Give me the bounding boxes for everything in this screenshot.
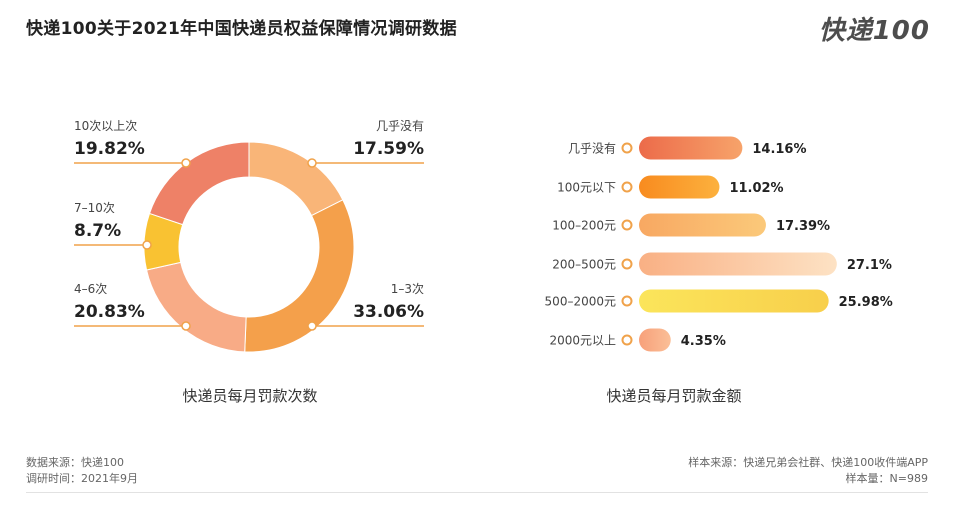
sample-source: 样本来源：快递兄弟会社群、快递100收件端APP <box>688 456 928 469</box>
bar-marker-3 <box>621 258 633 270</box>
survey-time: 调研时间：2021年9月 <box>26 472 138 485</box>
bar-value-label-3: 27.1% <box>847 258 892 273</box>
donut-slice-1 <box>244 199 355 353</box>
bar-category-label-5: 2000元以上 <box>549 334 616 348</box>
bar-category-label-4: 500–2000元 <box>545 295 616 309</box>
bar-value-label-1: 11.02% <box>729 181 783 196</box>
donut-value-3: 8.7% <box>74 221 121 241</box>
donut-label-1: 1–3次 <box>391 282 424 296</box>
footer-left: 数据来源：快递100 调研时间：2021年9月 <box>26 455 138 487</box>
bar-marker-4 <box>621 295 633 307</box>
data-source: 数据来源：快递100 <box>26 456 124 469</box>
donut-leader-dot-2 <box>181 321 191 331</box>
donut-label-2: 4–6次 <box>74 282 107 296</box>
page-title: 快递100关于2021年中国快递员权益保障情况调研数据 <box>26 19 457 39</box>
donut-value-0: 17.59% <box>353 139 424 159</box>
bar-3 <box>639 252 837 276</box>
donut-value-4: 19.82% <box>74 139 145 159</box>
donut-leader-dot-0 <box>307 158 317 168</box>
bar-2 <box>639 213 766 237</box>
donut-leader-dot-3 <box>142 240 152 250</box>
bar-value-label-2: 17.39% <box>776 219 830 234</box>
bar-chart-title: 快递员每月罚款金额 <box>606 387 742 405</box>
bar-category-label-3: 200–500元 <box>552 258 616 272</box>
footer-right: 样本来源：快递兄弟会社群、快递100收件端APP 样本量：N=989 <box>688 455 928 487</box>
bar-value-label-4: 25.98% <box>839 295 893 310</box>
donut-chart-title: 快递员每月罚款次数 <box>182 387 318 405</box>
sample-size: 样本量：N=989 <box>845 472 928 485</box>
bar-marker-5 <box>621 334 633 346</box>
bar-marker-0 <box>621 142 633 154</box>
bar-5 <box>639 328 671 352</box>
bar-1 <box>639 175 720 199</box>
donut-label-4: 10次以上次 <box>74 119 137 133</box>
bar-category-label-2: 100–200元 <box>552 219 616 233</box>
donut-chart: 几乎没有 17.59% 1–3次 33.06% 4–6次 20.83% 7–10次 8.7% 1… <box>74 118 424 353</box>
donut-label-0: 几乎没有 <box>376 118 424 133</box>
donut-value-1: 33.06% <box>353 302 424 322</box>
donut-value-2: 20.83% <box>74 302 145 322</box>
donut-leader-dot-4 <box>181 158 191 168</box>
bar-4 <box>639 289 829 313</box>
donut-slice-4 <box>148 141 250 226</box>
bar-category-label-0: 几乎没有 <box>568 141 616 156</box>
bar-marker-1 <box>621 181 633 193</box>
donut-label-3: 7–10次 <box>74 201 115 215</box>
bar-0 <box>639 136 743 160</box>
bar-category-label-1: 100元以下 <box>557 181 616 195</box>
donut-leader-dot-1 <box>307 321 317 331</box>
brand-logo: 快递100 <box>818 16 930 46</box>
bar-chart: 几乎没有 14.16% 100元以下 11.02% 100–200元 17.39% 200–… <box>545 136 893 352</box>
footer-divider <box>26 492 928 493</box>
bar-marker-2 <box>621 219 633 231</box>
bar-value-label-0: 14.16% <box>752 142 806 157</box>
bar-value-label-5: 4.35% <box>681 334 726 349</box>
